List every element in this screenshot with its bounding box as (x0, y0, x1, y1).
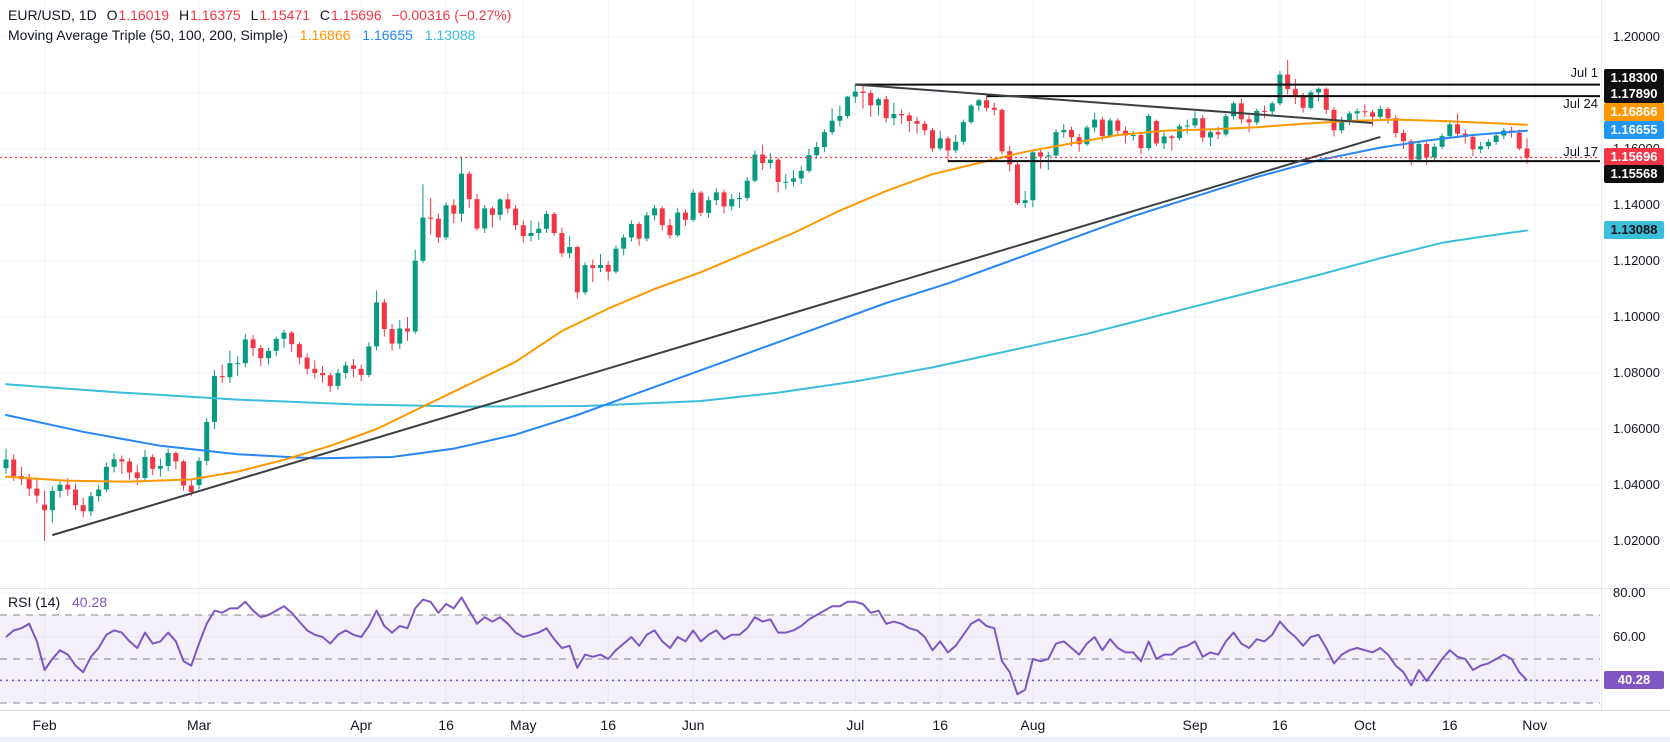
time-tick-label: May (510, 717, 537, 733)
ma-indicator-label: Moving Average Triple (50, 100, 200, Sim… (8, 27, 288, 43)
sma200-line (5, 229, 1528, 408)
time-tick-label: Sep (1182, 717, 1208, 733)
price-tick-label: 1.10000 (1613, 309, 1660, 324)
price-tick-label: 1.06000 (1613, 421, 1660, 436)
time-tick-label: Feb (32, 717, 57, 733)
close-label: C (319, 7, 331, 23)
price-badge: 1.17890 (1604, 85, 1664, 103)
symbol-title: EUR/USD, 1D (8, 7, 97, 23)
time-tick-label: 16 (1272, 717, 1288, 733)
time-tick-label: Mar (186, 717, 212, 733)
level-date-label: Jul 24 (1563, 96, 1598, 111)
price-badge: 1.16866 (1604, 103, 1664, 121)
time-axis[interactable]: Feb Mar Apr 16 May 16 Jun Jul 16 Aug Sep 16 Oct 16 Nov (0, 712, 1602, 742)
ohlc-row: EUR/USD, 1D O1.16019 H1.16375 L1.15471 C… (8, 5, 511, 25)
ma-row[interactable]: Moving Average Triple (50, 100, 200, Sim… (8, 25, 511, 45)
price-badge: 1.15696 (1604, 148, 1664, 166)
rsi-tick-label: 80.00 (1613, 585, 1646, 600)
rsi-indicator-label: RSI (14) (8, 594, 61, 610)
time-tick-label: Aug (1020, 717, 1046, 733)
sma50-line (5, 118, 1528, 483)
low-value: 1.15471 (259, 7, 310, 23)
price-tick-label: 1.04000 (1613, 477, 1660, 492)
trendlines[interactable] (52, 83, 1381, 537)
price-badge: 1.13088 (1604, 221, 1664, 239)
level-date-label: Jul 17 (1563, 144, 1598, 159)
ma200-value: 1.13088 (424, 27, 476, 43)
rsi-tick-label: 60.00 (1613, 629, 1646, 644)
rsi-badge: 40.28 (1604, 671, 1664, 690)
price-badge: 1.18300 (1604, 69, 1664, 87)
level-rays[interactable] (855, 83, 1600, 163)
time-tick-label: 16 (600, 717, 617, 733)
price-tick-label: 1.02000 (1613, 533, 1660, 548)
rsi-value: 40.28 (72, 594, 108, 610)
rsi-line (5, 596, 1528, 696)
time-tick-label: Apr (350, 717, 373, 733)
price-tick-label: 1.12000 (1613, 253, 1660, 268)
close-value: 1.15696 (331, 7, 382, 23)
time-tick-label: 16 (932, 717, 948, 733)
level-date-label: Jul 1 (1570, 65, 1598, 80)
price-badge: 1.15568 (1604, 165, 1664, 183)
price-axis[interactable]: 1.200001.180001.160001.140001.120001.100… (1602, 0, 1670, 742)
candles-layer (3, 59, 1530, 541)
price-tick-label: 1.14000 (1613, 197, 1660, 212)
time-tick-label: Nov (1522, 717, 1548, 733)
change-value: −0.00316 (−0.27%) (391, 7, 512, 23)
price-badge: 1.16655 (1604, 121, 1664, 139)
ma50-value: 1.16866 (299, 27, 351, 43)
open-value: 1.16019 (118, 7, 170, 23)
price-gridlines (0, 36, 1600, 542)
low-label: L (250, 7, 259, 23)
ma100-value: 1.16655 (362, 27, 413, 43)
price-tick-label: 1.08000 (1613, 365, 1660, 380)
time-tick-label: Jun (681, 717, 705, 733)
open-label: O (106, 7, 118, 23)
time-tick-label: 16 (1441, 717, 1458, 733)
high-label: H (178, 7, 190, 23)
time-tick-label: Jul (846, 717, 865, 733)
high-value: 1.16375 (190, 7, 241, 23)
time-tick-label: Oct (1353, 717, 1376, 733)
rsi-legend[interactable]: RSI (14) 40.28 (8, 594, 107, 610)
symbol-legend[interactable]: EUR/USD, 1D O1.16019 H1.16375 L1.15471 C… (8, 5, 511, 45)
price-tick-label: 1.20000 (1613, 29, 1660, 44)
sma100-line (5, 129, 1528, 460)
bottom-strip (0, 737, 1670, 742)
time-tick-label: 16 (438, 717, 454, 733)
